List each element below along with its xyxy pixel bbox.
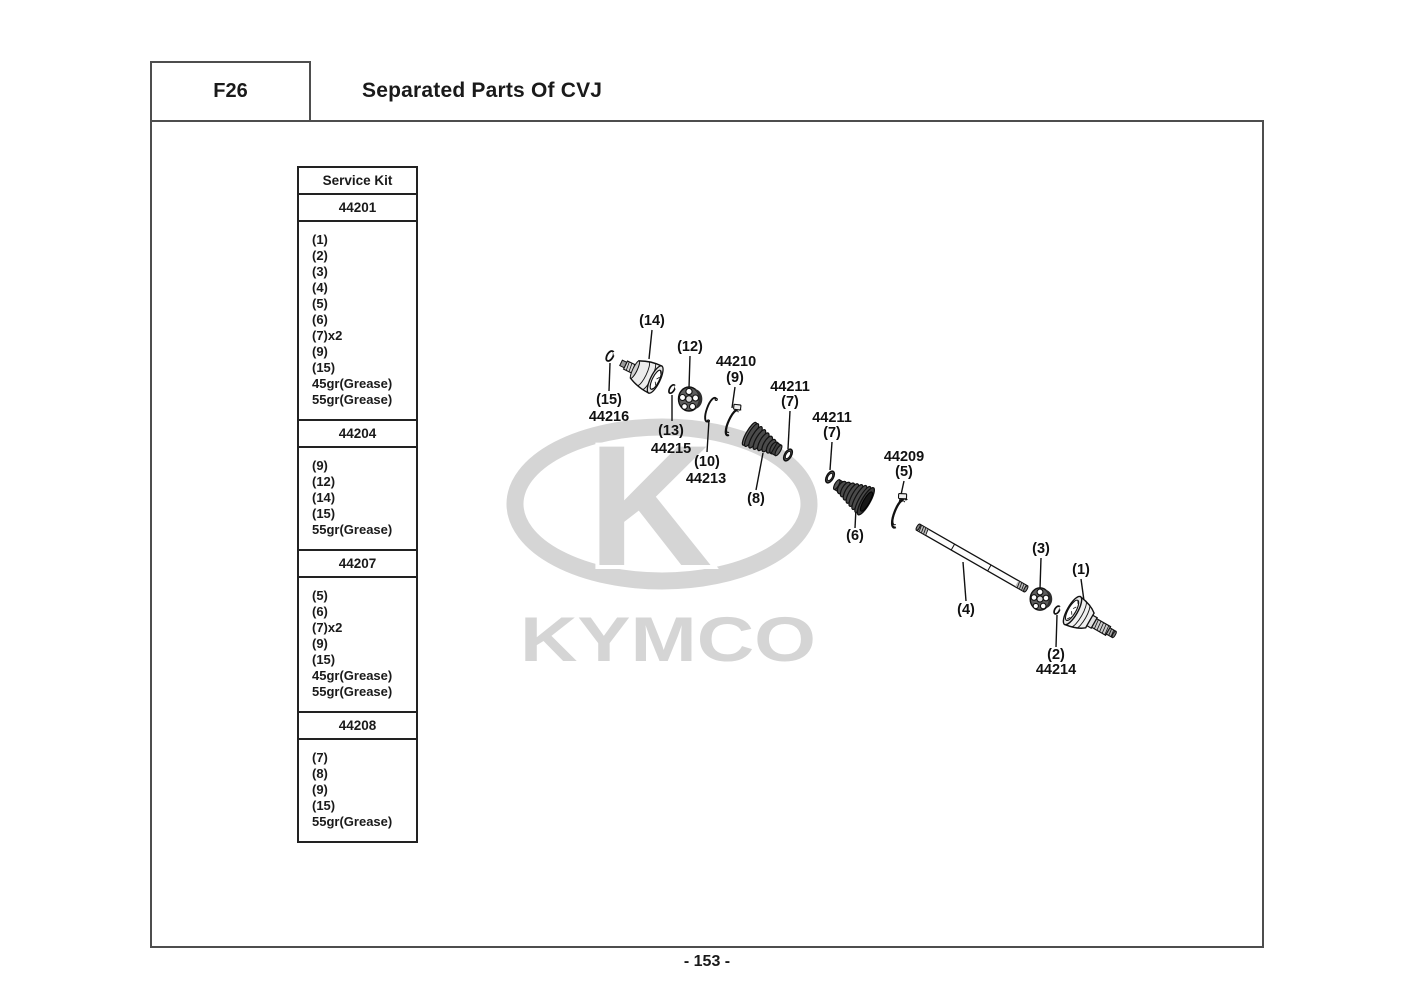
kit-item: (15): [312, 798, 336, 813]
kit-item: (3): [312, 264, 328, 279]
kit-item: 55gr(Grease): [312, 684, 393, 699]
service-kit-table: Service Kit 44201 (1) (2) (3) (4) (5) (6…: [297, 166, 418, 843]
callout-4: (4): [957, 602, 975, 618]
callout-3: (3): [1032, 541, 1050, 557]
kit-item: (15): [312, 360, 336, 375]
kit-item: (7)x2: [312, 620, 343, 635]
kit-item: (9): [312, 782, 328, 797]
kit-item: (1): [312, 232, 328, 247]
part-ring-2: [1053, 605, 1062, 615]
part-boot-band-5: [890, 493, 908, 529]
callout-7b-part: 44211: [812, 410, 852, 426]
section-code: F26: [213, 80, 248, 102]
part-shaft-4: [915, 523, 1029, 593]
kit-item: (9): [312, 344, 328, 359]
kit-item: (7)x2: [312, 328, 343, 343]
callout-12: (12): [677, 339, 703, 355]
callout-13-num: (13): [658, 423, 684, 439]
callout-14: (14): [639, 313, 665, 329]
callout-5-part: 44209: [884, 449, 924, 465]
kit-item: (5): [312, 296, 328, 311]
kymco-logo-k: K: [588, 410, 712, 602]
part-spider-3: [1029, 587, 1053, 611]
callout-6: (6): [846, 528, 864, 544]
kit-item: 45gr(Grease): [312, 376, 393, 391]
exploded-parts-diagram: K KYMCO: [506, 313, 1117, 678]
callout-10-part: 44213: [686, 471, 726, 487]
kymco-wordmark: KYMCO: [520, 605, 816, 675]
kit-item: (2): [312, 248, 328, 263]
callout-13-part: 44215: [651, 441, 691, 457]
callout-1: (1): [1072, 562, 1090, 578]
part-clamp-7b: [824, 470, 836, 484]
leader-lines: [608, 329, 1086, 648]
kit-item: (7): [312, 750, 328, 765]
part-boot-band-9: [724, 403, 742, 437]
page-title: Separated Parts Of CVJ: [362, 79, 603, 102]
callout-10-num: (10): [694, 454, 720, 470]
kit-item: 55gr(Grease): [312, 522, 393, 537]
part-spider-12: [677, 386, 703, 412]
callout-9-num: (9): [726, 370, 744, 386]
kit-item: 45gr(Grease): [312, 668, 393, 683]
kit-item: (5): [312, 588, 328, 603]
kit-item: 55gr(Grease): [312, 814, 393, 829]
kit-item: (15): [312, 652, 336, 667]
kit-item: (15): [312, 506, 336, 521]
section-code-box: F26: [150, 61, 311, 122]
callout-2-num: (2): [1047, 647, 1065, 663]
part-boot-8: [741, 421, 783, 457]
kit-item: (9): [312, 636, 328, 651]
callout-labels: (14) (12) 44210 (9) 44211 (7) 44211 (7) …: [589, 313, 1090, 678]
kit-items-44201: (1) (2) (3) (4) (5) (6) (7)x2 (9) (15) 4…: [299, 222, 416, 421]
callout-9-part: 44210: [716, 354, 756, 370]
kit-item: (6): [312, 604, 328, 619]
kit-items-44208: (7) (8) (9) (15) 55gr(Grease): [299, 740, 416, 841]
callout-15-num: (15): [596, 392, 622, 408]
kit-item: 55gr(Grease): [312, 392, 393, 407]
kit-number-44201: 44201: [299, 195, 416, 222]
callout-8: (8): [747, 491, 765, 507]
kit-item: (12): [312, 474, 336, 489]
main-frame: K KYMCO: [150, 120, 1264, 948]
part-inner-joint-14: [619, 359, 664, 394]
callout-7b-num: (7): [823, 425, 841, 441]
kit-item: (8): [312, 766, 328, 781]
kit-item: (6): [312, 312, 328, 327]
kit-item: (14): [312, 490, 336, 505]
callout-7a-part: 44211: [770, 379, 810, 395]
page-number: - 153 -: [683, 953, 731, 970]
kymco-logo-watermark: K KYMCO: [506, 406, 818, 675]
part-ring-13: [668, 383, 677, 395]
part-outer-joint-1: [1062, 595, 1117, 639]
part-clamp-7a: [782, 448, 794, 462]
callout-7a-num: (7): [781, 394, 799, 410]
callout-15-part: 44216: [589, 409, 629, 425]
kit-number-44204: 44204: [299, 421, 416, 448]
kit-item: (4): [312, 280, 328, 295]
part-boot-6: [832, 479, 876, 516]
kit-number-44207: 44207: [299, 551, 416, 578]
service-kit-title: Service Kit: [299, 168, 416, 195]
kit-items-44207: (5) (6) (7)x2 (9) (15) 45gr(Grease) 55gr…: [299, 578, 416, 713]
part-snap-ring-15: [605, 350, 617, 362]
kit-items-44204: (9) (12) (14) (15) 55gr(Grease): [299, 448, 416, 551]
callout-5-num: (5): [895, 464, 913, 480]
callout-2-part: 44214: [1036, 662, 1076, 678]
kit-number-44208: 44208: [299, 713, 416, 740]
part-circlip-10: [704, 396, 718, 423]
kit-item: (9): [312, 458, 328, 473]
